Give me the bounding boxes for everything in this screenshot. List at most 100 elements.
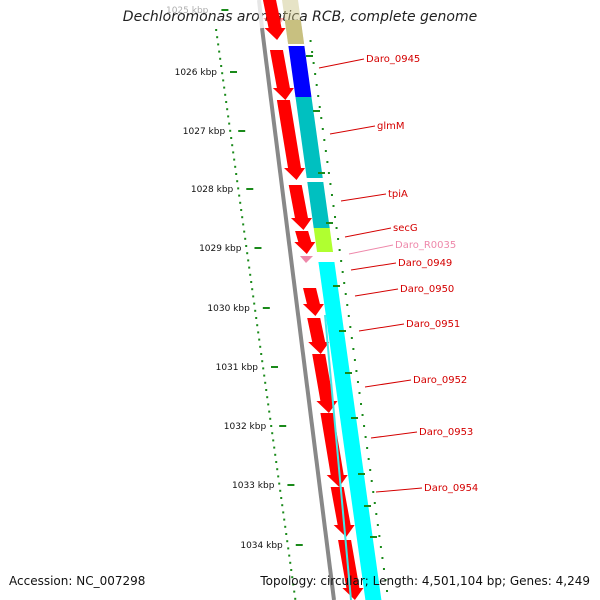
- tick-dot: [239, 201, 242, 204]
- gene-arrow: [263, 0, 286, 40]
- minor-tick: [370, 480, 373, 482]
- tick-dot: [266, 396, 269, 399]
- tick-dot: [254, 309, 257, 312]
- tick-dot: [218, 50, 221, 53]
- kbp-label: 1029 kbp: [199, 244, 242, 254]
- tick-dot: [258, 338, 261, 341]
- minor-tick: [320, 117, 323, 119]
- cog-segment: [295, 97, 323, 178]
- backbone: [260, 27, 336, 600]
- kbp-ticks: [221, 9, 303, 546]
- kbp-label: 1030 kbp: [207, 304, 250, 314]
- tick-dot: [230, 137, 233, 139]
- label-leader: [344, 227, 392, 238]
- kbp-tick: [221, 9, 229, 11]
- tick-dot: [240, 209, 243, 211]
- cog-segment: [284, 20, 305, 44]
- tick-dot: [219, 57, 222, 60]
- minor-tick: [315, 84, 318, 86]
- tick-dot: [265, 389, 268, 391]
- tick-dot: [249, 273, 252, 276]
- cog-segment: [288, 46, 312, 97]
- minor-tick: [326, 161, 329, 163]
- minor-tick: [384, 579, 387, 581]
- tick-dot: [232, 151, 235, 154]
- tick-dot: [275, 461, 278, 463]
- label-leader: [350, 262, 397, 271]
- tick-dot: [215, 29, 218, 31]
- gene-arrow: [312, 354, 338, 413]
- kbp-label: 1027 kbp: [183, 127, 226, 137]
- kbp-label: 1028 kbp: [191, 185, 234, 195]
- kbp-tick: [295, 544, 303, 546]
- tick-dot: [229, 129, 232, 132]
- tick-dot: [252, 295, 255, 298]
- tick-dot: [224, 93, 227, 96]
- gene-label: Daro_0950: [400, 284, 454, 295]
- tick-dot: [221, 72, 224, 75]
- tick-dot: [263, 374, 266, 377]
- minor-tick-major: [351, 417, 358, 419]
- minor-tick: [356, 381, 359, 383]
- tick-dot: [226, 108, 229, 111]
- tick-dot: [278, 482, 281, 485]
- tick-dot: [253, 302, 256, 305]
- tick-dot: [223, 86, 226, 89]
- tick-dot: [289, 561, 292, 564]
- gene-arrow: [338, 540, 364, 600]
- minor-tick-major: [339, 330, 346, 332]
- tick-dot: [270, 425, 273, 427]
- tick-dot: [282, 511, 285, 514]
- minor-tick: [338, 249, 341, 251]
- label-leader: [318, 58, 365, 69]
- tick-dots: [215, 29, 297, 600]
- tick-dot: [293, 590, 296, 593]
- kbp-tick: [287, 484, 295, 486]
- minor-tick: [369, 469, 372, 471]
- tick-dot: [292, 583, 295, 586]
- minor-tick: [352, 348, 355, 350]
- gene-arrow: [288, 185, 312, 230]
- minor-tick-major: [345, 372, 352, 374]
- tick-dot: [236, 180, 239, 183]
- label-leader: [354, 288, 399, 297]
- tick-dot: [259, 345, 262, 348]
- topology-text: Topology: circular; Length: 4,501,104 bp…: [260, 574, 590, 588]
- gene-arrow: [320, 413, 348, 487]
- minor-tick-major: [318, 172, 325, 174]
- tick-dot: [227, 115, 230, 118]
- minor-tick: [317, 95, 320, 97]
- tick-dot: [235, 173, 238, 175]
- minor-tick: [340, 260, 343, 262]
- cog-segment: [325, 315, 382, 600]
- minor-tick: [343, 282, 346, 284]
- minor-tick: [347, 315, 350, 317]
- label-leader: [340, 193, 387, 202]
- gene-label: Daro_0952: [413, 375, 467, 386]
- tick-dot: [216, 36, 219, 39]
- kbp-label: 1025 kbp: [166, 6, 209, 16]
- gene-label: glmM: [377, 121, 405, 132]
- tick-dot: [220, 65, 223, 67]
- minor-tick: [381, 557, 384, 559]
- minor-tick-major: [333, 285, 340, 287]
- tick-dot: [261, 360, 264, 363]
- label-leader: [364, 379, 412, 388]
- backbone-line: [257, 0, 336, 600]
- kbp-label: 1026 kbp: [175, 68, 218, 78]
- tick-dot: [294, 597, 297, 600]
- gene-arrow: [294, 231, 316, 254]
- minor-tick: [312, 62, 315, 64]
- gene-label: Daro_0951: [406, 319, 460, 330]
- gene-label: secG: [393, 223, 418, 234]
- tick-dot: [262, 367, 265, 370]
- tick-dot: [256, 324, 259, 327]
- kbp-label: 1033 kbp: [232, 481, 275, 491]
- minor-tick: [314, 73, 317, 75]
- gene-labels: Daro_0945 glmM tpiA secG Daro_R0035 Daro_0949…: [366, 54, 478, 494]
- tick-dot: [281, 504, 284, 507]
- minor-tick: [335, 227, 338, 229]
- tick-dot: [233, 158, 236, 161]
- tick-dot: [285, 533, 288, 535]
- kbp-tick: [230, 71, 238, 73]
